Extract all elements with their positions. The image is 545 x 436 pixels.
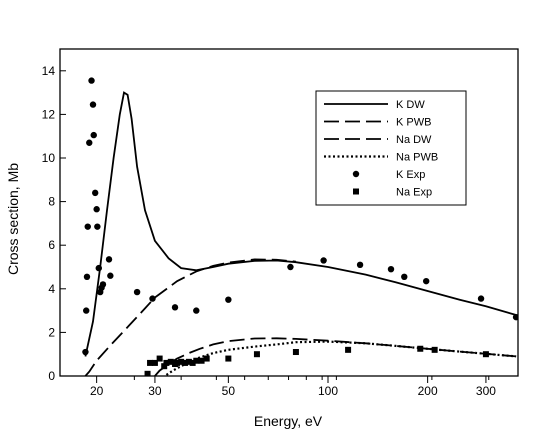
k-exp-point xyxy=(94,223,101,230)
k-exp-point xyxy=(86,139,93,146)
series-na-exp xyxy=(144,345,489,376)
k-exp-point xyxy=(89,101,97,108)
k-exp-point xyxy=(93,206,100,213)
k-exp-point xyxy=(90,131,97,139)
y-tick-label: 0 xyxy=(48,369,55,383)
k-exp-point xyxy=(83,307,90,314)
na-exp-point xyxy=(189,359,196,366)
k-exp-point xyxy=(171,304,179,311)
k-exp-point xyxy=(287,263,294,271)
k-exp-point xyxy=(149,295,156,302)
axis-ticks: 0 2 4 6 8 10 12 14 20 30 50 100 200 300 xyxy=(42,64,497,398)
na-exp-point xyxy=(345,346,352,353)
na-exp-point xyxy=(151,359,158,366)
k-exp-point xyxy=(193,307,200,314)
x-tick-label: 20 xyxy=(90,384,104,398)
na-exp-point xyxy=(147,359,154,366)
y-tick-label: 6 xyxy=(48,238,55,252)
x-tick-label: 300 xyxy=(476,384,496,398)
x-axis-label: Energy, eV xyxy=(254,413,323,429)
k-exp-point xyxy=(99,281,107,288)
k-exp-point xyxy=(422,277,430,285)
legend: K DW K PWB Na DW Na PWB K Exp Na Exp xyxy=(315,90,467,206)
k-exp-point xyxy=(83,273,91,281)
k-exp-point xyxy=(401,273,408,281)
k-exp-point xyxy=(225,296,232,303)
k-exp-point xyxy=(320,257,327,264)
k-exp-point xyxy=(477,295,485,302)
y-axis-label: Cross section, Mb xyxy=(5,163,21,275)
k-exp-point xyxy=(512,313,518,321)
x-tick-label: 100 xyxy=(318,384,338,398)
y-tick-label: 2 xyxy=(48,325,55,339)
x-tick-label: 30 xyxy=(148,384,162,398)
k-exp-point xyxy=(107,272,114,279)
na-exp-point xyxy=(225,355,232,362)
x-tick-label: 200 xyxy=(418,384,438,398)
na-exp-point xyxy=(253,351,260,358)
series-na-pwb-line xyxy=(165,340,517,376)
legend-label-na-dw: Na DW xyxy=(396,134,432,146)
na-exp-point xyxy=(193,357,200,364)
legend-label-k-pwb: K PWB xyxy=(396,117,431,129)
y-tick-label: 4 xyxy=(48,282,55,296)
k-exp-point xyxy=(387,265,395,273)
k-exp-point xyxy=(91,189,99,197)
na-exp-point xyxy=(431,346,438,353)
na-exp-point xyxy=(198,357,205,364)
k-exp-point xyxy=(105,256,113,263)
legend-label-k-exp: K Exp xyxy=(396,169,425,181)
k-exp-point xyxy=(84,223,91,230)
series-group xyxy=(82,77,518,376)
na-exp-point xyxy=(178,358,185,365)
na-exp-point xyxy=(174,359,181,366)
na-exp-point xyxy=(417,345,424,352)
na-exp-point xyxy=(185,358,192,365)
legend-label-k-dw: K DW xyxy=(396,99,425,111)
na-exp-point xyxy=(182,359,189,366)
na-exp-point xyxy=(144,370,151,376)
na-exp-point xyxy=(482,351,489,358)
series-k-pwb-line xyxy=(84,258,296,376)
k-exp-point xyxy=(356,261,364,269)
x-tick-label: 50 xyxy=(222,384,236,398)
series-k-exp xyxy=(82,77,518,356)
na-exp-point xyxy=(203,355,210,362)
k-exp-point xyxy=(95,264,102,272)
legend-box xyxy=(315,90,467,206)
na-exp-point xyxy=(156,355,163,362)
y-tick-label: 8 xyxy=(48,195,55,209)
na-exp-point xyxy=(292,349,299,356)
k-exp-point xyxy=(82,348,89,356)
k-exp-point xyxy=(88,77,95,84)
legend-symbol-na-exp xyxy=(353,188,359,195)
na-exp-point xyxy=(167,358,174,365)
na-exp-point xyxy=(163,359,170,366)
legend-symbol-k-exp xyxy=(352,170,360,178)
y-tick-label: 10 xyxy=(42,151,56,165)
legend-label-na-exp: Na Exp xyxy=(396,187,432,199)
y-tick-label: 12 xyxy=(42,107,56,121)
series-k-dw-line xyxy=(84,91,517,357)
y-tick-label: 14 xyxy=(42,64,56,78)
na-exp-point xyxy=(161,363,168,370)
legend-label-na-pwb: Na PWB xyxy=(396,152,438,164)
k-exp-point xyxy=(133,288,141,296)
